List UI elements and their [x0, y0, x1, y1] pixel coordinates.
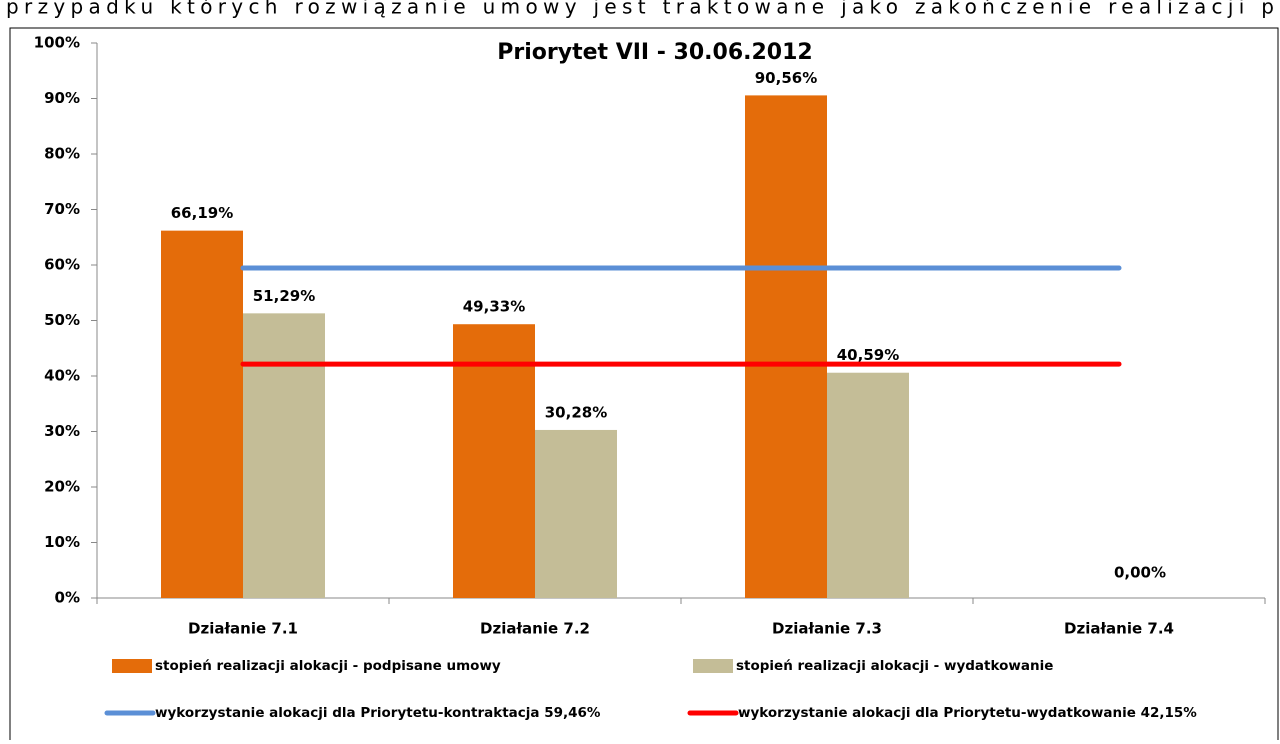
legend-label: stopień realizacji alokacji - podpisane … [155, 658, 501, 674]
bar [243, 313, 325, 598]
legend-label: wykorzystanie alokacji dla Priorytetu-ko… [155, 705, 601, 721]
y-tick-label: 40% [44, 367, 80, 385]
bar [535, 429, 617, 598]
x-tick-label: Działanie 7.4 [1064, 620, 1174, 638]
legend-label: wykorzystanie alokacji dla Priorytetu-wy… [738, 705, 1197, 721]
y-tick-label: 100% [34, 34, 80, 52]
y-tick-label: 50% [44, 311, 80, 329]
y-tick-label: 90% [44, 89, 80, 107]
y-tick-label: 80% [44, 145, 80, 163]
data-label: 51,29% [253, 287, 315, 305]
data-label: 0,00% [1114, 564, 1166, 582]
data-label: 90,56% [755, 69, 817, 87]
data-label: 49,33% [463, 298, 525, 316]
y-tick-label: 70% [44, 200, 80, 218]
bar [453, 324, 535, 598]
legend-label: stopień realizacji alokacji - wydatkowan… [736, 658, 1053, 674]
data-label: 30,28% [545, 403, 607, 421]
bar [827, 372, 909, 598]
y-tick-label: 60% [44, 256, 80, 274]
x-tick-label: Działanie 7.3 [772, 620, 882, 638]
y-tick-label: 10% [44, 533, 80, 551]
legend-swatch [693, 659, 733, 673]
legend-swatch [112, 659, 152, 673]
bar [161, 230, 243, 598]
y-tick-label: 20% [44, 478, 80, 496]
bar [745, 95, 827, 598]
x-tick-label: Działanie 7.2 [480, 620, 590, 638]
y-tick-label: 30% [44, 422, 80, 440]
data-label: 40,59% [837, 346, 899, 364]
chart-title: Priorytet VII - 30.06.2012 [497, 40, 812, 65]
x-tick-label: Działanie 7.1 [188, 620, 298, 638]
y-tick-label: 0% [55, 589, 80, 607]
body-text: przypadku których rozwiązanie umowy jest… [6, 0, 1274, 19]
data-label: 66,19% [171, 204, 233, 222]
chart-border [9, 27, 1279, 744]
